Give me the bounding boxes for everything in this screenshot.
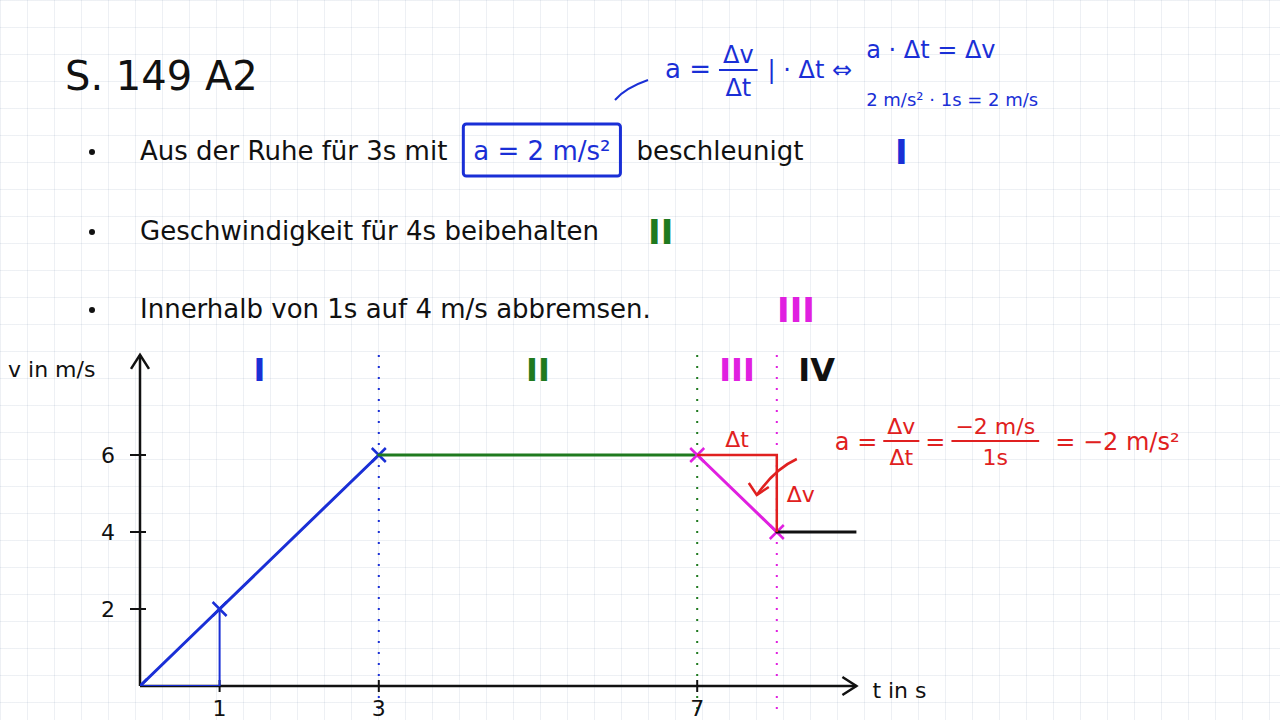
point-marker bbox=[213, 602, 227, 616]
phase-marker: III bbox=[777, 290, 815, 330]
series-line bbox=[140, 455, 379, 686]
formula-box bbox=[463, 124, 620, 176]
y-tick-label: 6 bbox=[101, 443, 115, 468]
x-axis-label: t in s bbox=[872, 678, 926, 703]
formula-lhs: a = bbox=[665, 54, 711, 84]
bullet-dot bbox=[89, 229, 95, 235]
accel-lhs: a = bbox=[835, 428, 877, 456]
accel-fraction-1-denominator: Δt bbox=[889, 445, 913, 470]
series-line bbox=[777, 531, 857, 534]
bullet-tail: beschleunigt bbox=[636, 136, 803, 166]
accel-eq: = bbox=[925, 428, 945, 456]
phase-label: I bbox=[253, 351, 265, 389]
formula-pointer bbox=[615, 80, 648, 100]
delta-t-label: Δt bbox=[725, 427, 749, 452]
formula-fraction-numerator: Δv bbox=[723, 41, 754, 69]
x-axis bbox=[140, 685, 856, 688]
x-tick bbox=[696, 680, 698, 692]
x-tick-label: 1 bbox=[213, 696, 227, 720]
x-tick-label: 7 bbox=[690, 696, 704, 720]
bullet-boxed: a = 2 m/s² bbox=[473, 136, 610, 166]
y-tick bbox=[130, 531, 146, 533]
page: {"heading": "S. 149 A2", "bullets": [ {"… bbox=[0, 0, 1280, 720]
heading: S. 149 A2 bbox=[65, 53, 258, 99]
phase-boundary bbox=[696, 355, 698, 716]
bullet-dot bbox=[89, 149, 95, 155]
phase-label: IV bbox=[798, 351, 835, 389]
formula-op: | · Δt ⇔ bbox=[768, 56, 853, 84]
y-axis bbox=[139, 355, 142, 686]
phase-marker: II bbox=[648, 212, 673, 252]
accel-fraction-1-numerator: Δv bbox=[887, 414, 915, 439]
delta-triangle bbox=[697, 455, 777, 532]
delta-v-label: Δv bbox=[787, 482, 815, 507]
y-axis-arrow bbox=[131, 355, 149, 369]
formula-rhs: a · Δt = Δv bbox=[866, 36, 995, 64]
series-line bbox=[697, 455, 777, 532]
bullet-dot bbox=[89, 307, 95, 313]
y-tick bbox=[130, 608, 146, 610]
delta-arrow-head bbox=[749, 483, 769, 495]
y-tick-label: 4 bbox=[101, 520, 115, 545]
accel-fraction-2-denominator: 1s bbox=[983, 445, 1008, 470]
phase-marker: I bbox=[895, 132, 908, 172]
formula-example: 2 m/s² · 1s = 2 m/s bbox=[866, 89, 1038, 110]
accel-result: = −2 m/s² bbox=[1055, 428, 1179, 456]
point-marker bbox=[140, 679, 147, 686]
y-axis-label: v in m/s bbox=[8, 357, 95, 382]
series-line bbox=[379, 454, 697, 457]
formula-fraction-bar bbox=[719, 69, 758, 71]
accel-fraction-1-bar bbox=[883, 440, 919, 442]
phase-label: III bbox=[719, 351, 755, 389]
bullet-text: Geschwindigkeit für 4s beibehalten bbox=[140, 216, 599, 246]
y-tick bbox=[130, 454, 146, 456]
phase-boundary bbox=[378, 355, 380, 716]
accel-fraction-2-bar bbox=[951, 440, 1039, 442]
x-axis-arrow bbox=[842, 677, 856, 695]
formula-fraction-denominator: Δt bbox=[725, 74, 751, 102]
accel-fraction-2-numerator: −2 m/s bbox=[955, 414, 1035, 439]
canvas: S. 149 A2 a = Δv Δt | · Δt ⇔ a · Δt = Δv 2 m/s… bbox=[0, 0, 1280, 720]
plot-area bbox=[140, 448, 856, 686]
y-tick-label: 2 bbox=[101, 597, 115, 622]
bullet-text: Aus der Ruhe für 3s mit bbox=[140, 136, 447, 166]
x-tick bbox=[378, 680, 380, 692]
phase-boundary bbox=[776, 355, 778, 716]
x-tick-label: 3 bbox=[372, 696, 386, 720]
bullet-text: Innerhalb von 1s auf 4 m/s abbremsen. bbox=[140, 294, 651, 324]
phase-label: II bbox=[526, 351, 550, 389]
